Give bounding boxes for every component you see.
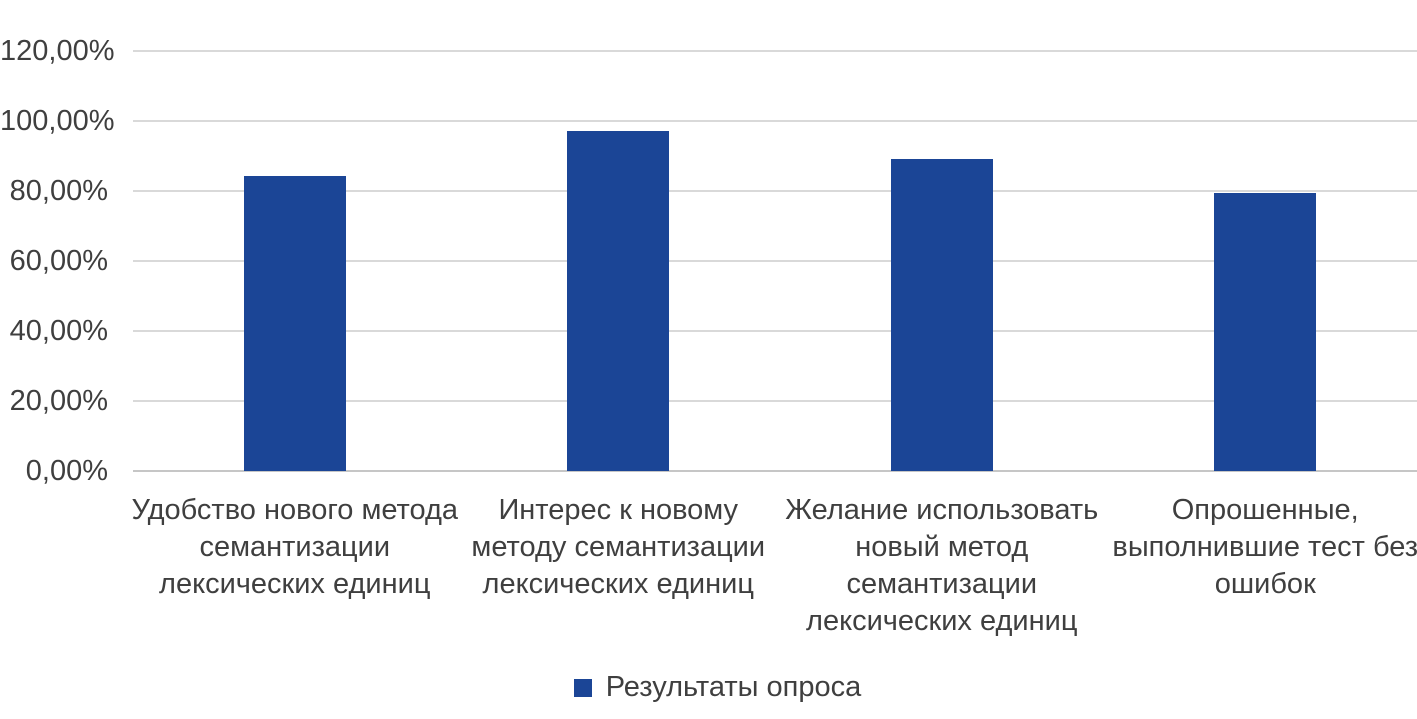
x-axis-category-label-1: Интерес к новому методу семантизации лекси…	[471, 494, 766, 600]
x-axis-line	[133, 470, 1417, 472]
y-axis-tick-label-60: 60,00%	[9, 245, 108, 277]
y-axis-tick-label-120: 120,00%	[0, 35, 115, 67]
bar-2	[890, 159, 993, 471]
gridline-120	[133, 50, 1417, 52]
gridline-20	[133, 400, 1417, 402]
legend-swatch-icon	[573, 678, 592, 697]
y-axis-tick-label-80: 80,00%	[9, 175, 108, 207]
x-axis-category-label-0: Удобство нового метода семантизации лексич…	[131, 494, 459, 600]
gridline-80	[133, 190, 1417, 192]
y-axis-tick-label-20: 20,00%	[9, 385, 108, 417]
bar-1	[567, 130, 670, 471]
x-axis-category-label-2: Желание использовать новый метод семантиза…	[785, 494, 1099, 637]
bar-0	[243, 176, 346, 471]
legend-label: Результаты опроса	[605, 671, 862, 703]
bar-3	[1214, 193, 1317, 471]
x-axis-category-label-3: Опрошенные, выполнившие тест без ошибок	[1112, 494, 1417, 600]
chart-legend: Результаты опроса	[0, 671, 1417, 704]
gridline-40	[133, 330, 1417, 332]
gridline-60	[133, 260, 1417, 262]
y-axis-tick-label-100: 100,00%	[0, 105, 115, 137]
gridline-100	[133, 120, 1417, 122]
y-axis-tick-label-40: 40,00%	[9, 315, 108, 347]
y-axis-tick-label-0: 0,00%	[25, 455, 108, 487]
